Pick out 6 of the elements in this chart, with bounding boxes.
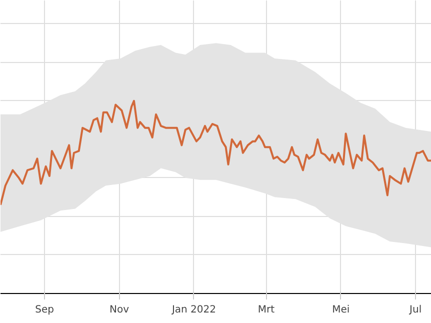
x-tick-label: Jul bbox=[408, 304, 422, 316]
x-tick-label: Mei bbox=[332, 304, 350, 316]
x-tick-label: Sep bbox=[35, 304, 54, 316]
x-tick-label: Mrt bbox=[258, 304, 275, 316]
x-tick-label: Nov bbox=[110, 304, 130, 316]
x-tick-label: Jan 2022 bbox=[170, 304, 216, 316]
